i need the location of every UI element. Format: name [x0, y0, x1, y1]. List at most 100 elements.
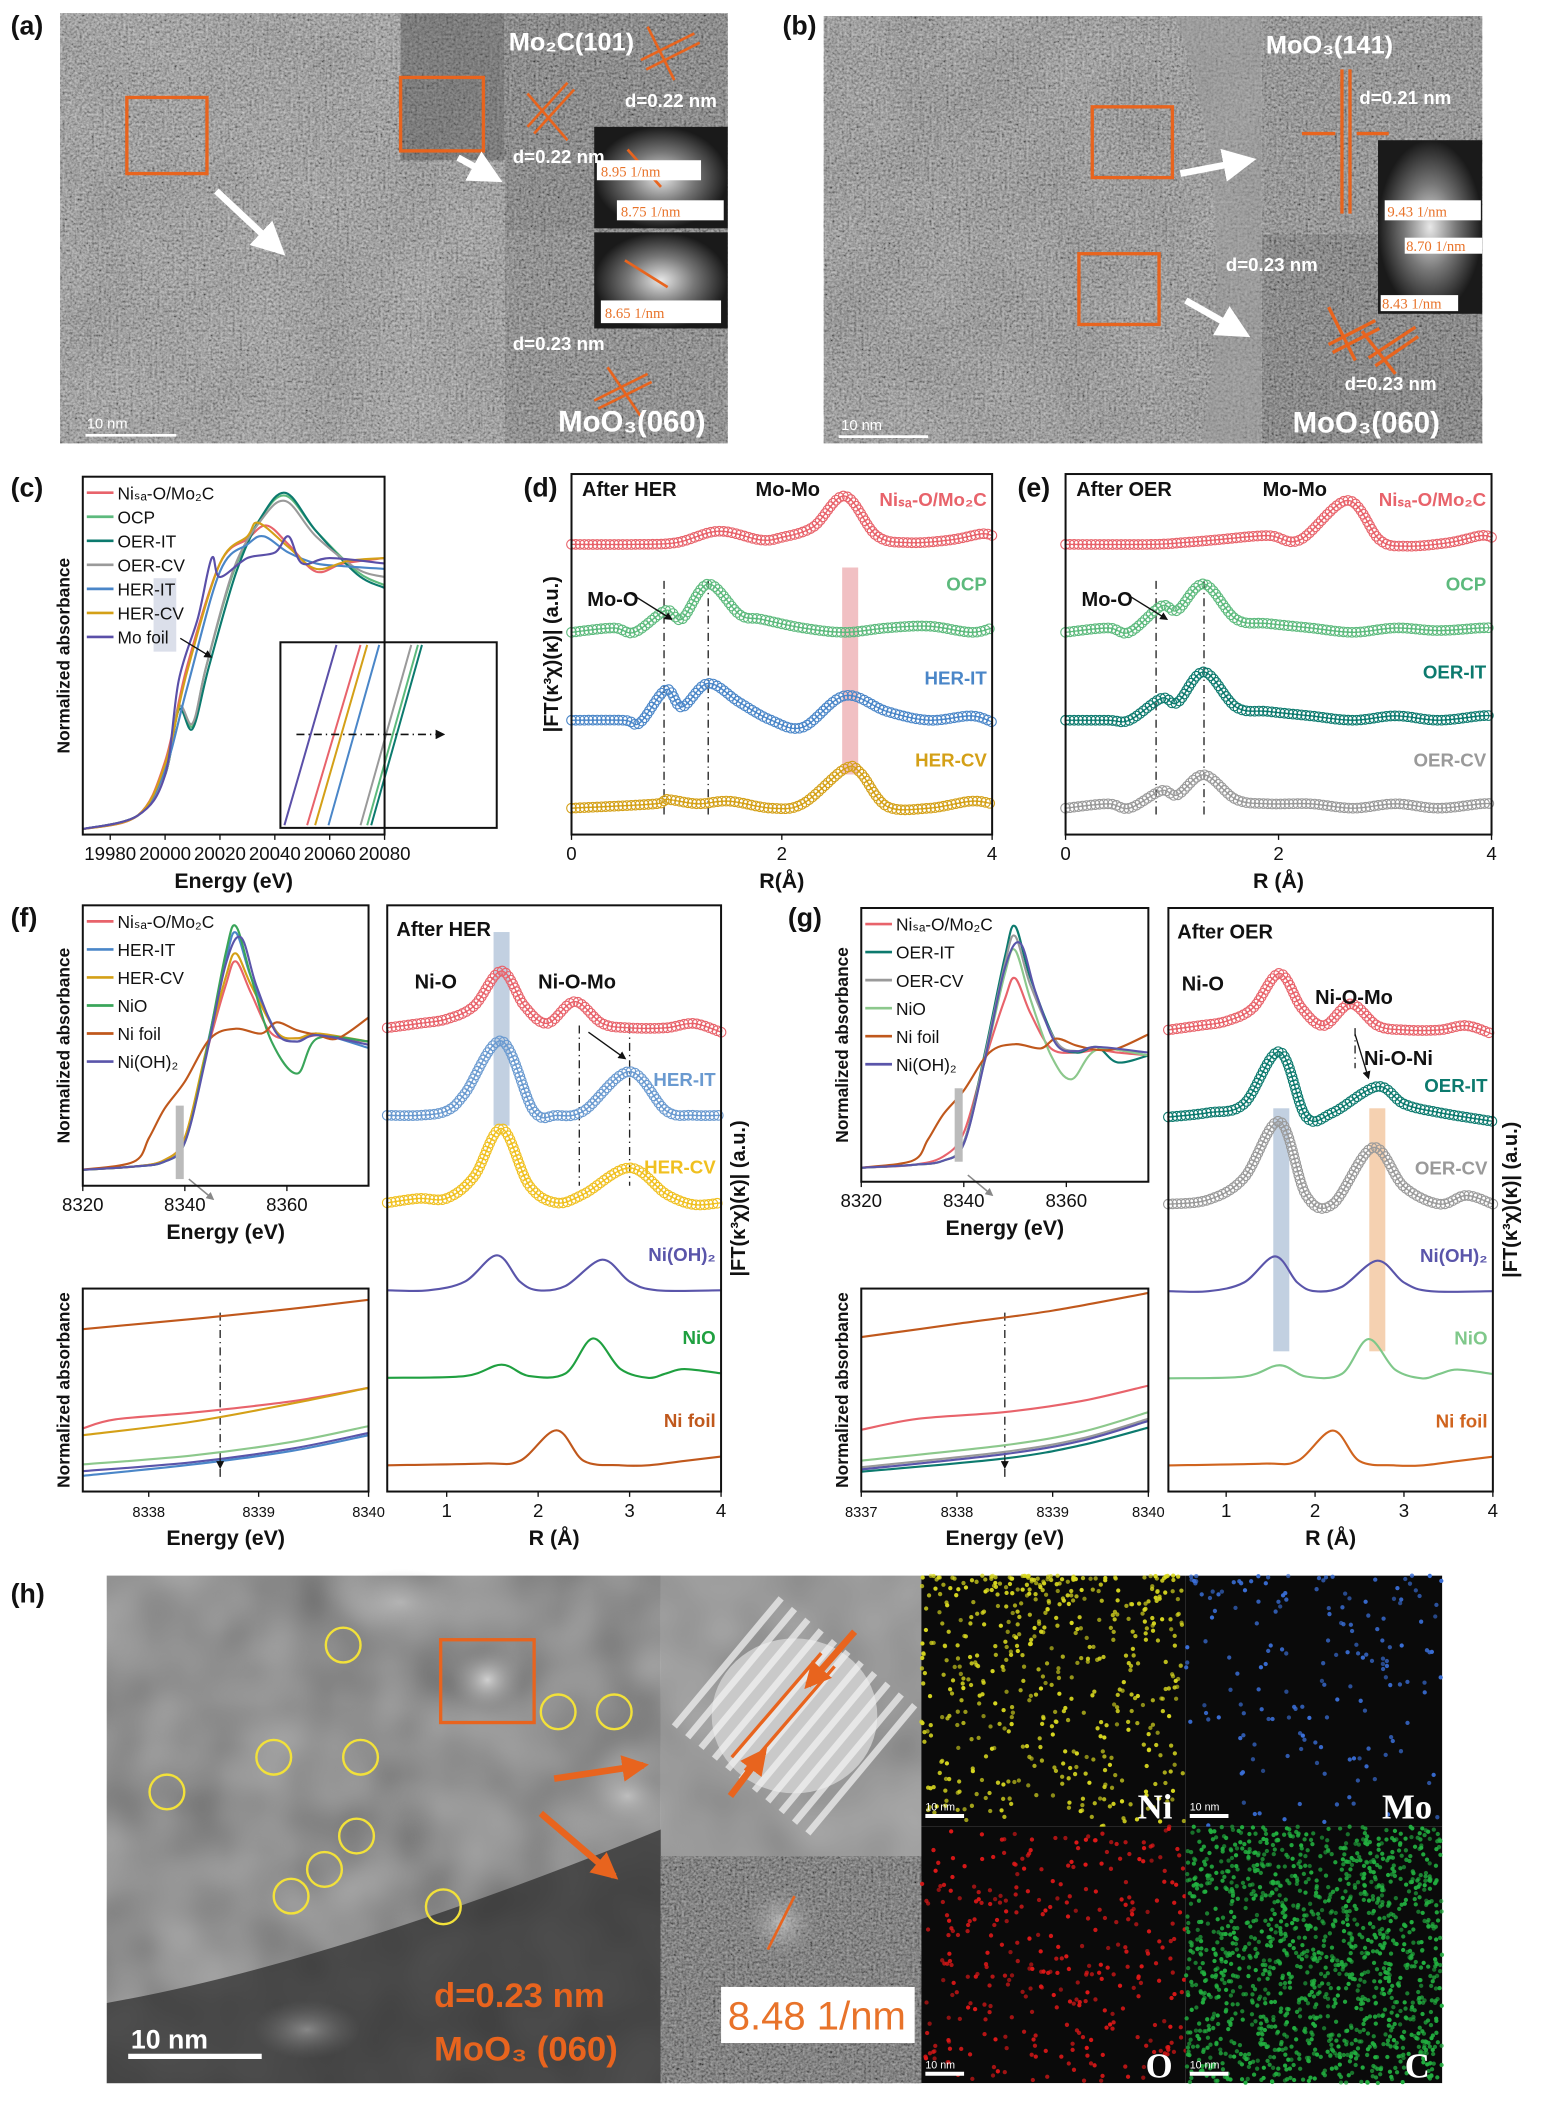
data-point [1257, 617, 1269, 629]
eds-signal-dot [1192, 1894, 1197, 1899]
eds-signal-dot [975, 1971, 980, 1977]
data-point [608, 714, 620, 726]
data-point [1209, 776, 1221, 787]
data-point [1132, 539, 1144, 550]
data-point [1111, 539, 1123, 550]
data-point [1449, 801, 1461, 813]
eds-signal-dot [1390, 1738, 1395, 1744]
data-point [936, 714, 947, 726]
eds-signal-dot [1119, 1799, 1125, 1804]
data-point [856, 768, 868, 780]
eds-signal-dot [1403, 2006, 1408, 2011]
eds-signal-dot [1220, 1849, 1225, 1854]
eds-signal-dot [1288, 1975, 1293, 1980]
eds-signal-dot [1303, 1890, 1308, 1895]
eds-signal-dot [1017, 1632, 1022, 1637]
data-point [1180, 1198, 1191, 1209]
eds-signal-dot [1079, 1943, 1085, 1949]
eds-signal-dot [1075, 1626, 1080, 1632]
eds-signal-dot [1109, 1755, 1114, 1760]
eds-signal-dot [1138, 1980, 1144, 1986]
eds-signal-dot [979, 1832, 985, 1837]
eds-signal-dot [1202, 1978, 1208, 1984]
eds-signal-dot [1318, 2054, 1323, 2060]
eds-signal-dot [1064, 2022, 1070, 2027]
eds-signal-dot [1322, 1899, 1328, 1904]
eds-signal-dot [997, 1581, 1003, 1586]
data-point [1291, 1087, 1303, 1099]
eds-signal-dot [1363, 1599, 1368, 1604]
eds-signal-dot [1284, 1651, 1289, 1656]
eds-signal-dot [1373, 2021, 1378, 2026]
series-NiO: NiO [1168, 1328, 1493, 1380]
data-point [642, 799, 654, 810]
eds-signal-dot [1220, 1878, 1225, 1883]
data-point [531, 1109, 543, 1121]
data-point [1346, 626, 1358, 638]
series-NiO [861, 1411, 1149, 1462]
data-point [933, 801, 945, 813]
data-point [595, 1088, 607, 1100]
data-point [944, 713, 956, 724]
eds-signal-dot [1347, 1931, 1352, 1936]
eds-signal-dot [1193, 1882, 1199, 1887]
eds-signal-dot [1114, 1705, 1120, 1710]
eds-signal-dot [1403, 1882, 1409, 1887]
eds-signal-dot [1165, 1799, 1170, 1804]
data-point [1426, 1197, 1438, 1208]
d-spacing-label: d=0.21 nm [1359, 87, 1451, 108]
chart-c: Niₛₐ-O/Mo₂COCPOER-ITOER-CVHER-ITHER-CVMo… [53, 475, 498, 893]
eds-signal-dot [1098, 1796, 1103, 1801]
eds-signal-dot [1198, 1867, 1204, 1872]
eds-signal-dot [1418, 1837, 1423, 1842]
eds-signal-dot [929, 1640, 934, 1646]
eds-signal-dot [1400, 2079, 1405, 2085]
eds-signal-dot [1284, 2006, 1290, 2012]
data-point [652, 1181, 664, 1193]
data-point [870, 790, 882, 801]
data-point [1283, 1132, 1295, 1144]
eds-signal-dot [1288, 1833, 1293, 1839]
data-point [451, 1098, 463, 1109]
legend-item: Ni foil [865, 1027, 939, 1047]
eds-signal-dot [1212, 1608, 1218, 1614]
eds-signal-dot [940, 1958, 945, 1963]
eds-signal-dot [1269, 1927, 1274, 1932]
data-point [526, 1103, 538, 1114]
data-point [975, 796, 987, 807]
eds-signal-dot [1035, 1576, 1040, 1581]
data-point [743, 531, 754, 543]
eds-signal-dot [1401, 1947, 1406, 1953]
data-point [424, 1109, 436, 1120]
eds-signal-dot [1024, 1743, 1030, 1749]
legend-label: NiO [896, 999, 926, 1019]
eds-signal-dot [1355, 2046, 1361, 2051]
data-point [822, 626, 834, 637]
eds-signal-dot [1021, 1678, 1026, 1684]
eds-signal-dot [1295, 1917, 1300, 1923]
data-point [695, 1110, 707, 1121]
inset-line [366, 644, 419, 826]
data-point [584, 1185, 596, 1196]
data-point [1384, 540, 1396, 551]
data-point [965, 710, 977, 722]
data-point [1197, 1108, 1208, 1119]
data-point [1407, 799, 1418, 811]
data-point [610, 1021, 622, 1033]
data-point [1119, 716, 1131, 727]
data-point [1410, 712, 1422, 724]
eds-signal-dot [1199, 1919, 1204, 1925]
eds-signal-dot [1316, 1575, 1322, 1581]
eds-signal-dot [1413, 1891, 1419, 1896]
eds-signal-dot [1317, 1990, 1322, 1995]
eds-signal-dot [1385, 2054, 1390, 2060]
eds-signal-dot [1020, 1856, 1025, 1861]
eds-signal-dot [1372, 1979, 1377, 1984]
eds-signal-dot [1428, 1877, 1433, 1882]
data-point [1223, 694, 1234, 706]
eds-signal-dot [1312, 1978, 1317, 1983]
data-point [1245, 1004, 1256, 1016]
data-point [1317, 712, 1329, 723]
eds-signal-dot [1211, 1947, 1216, 1952]
data-point [1094, 798, 1105, 810]
